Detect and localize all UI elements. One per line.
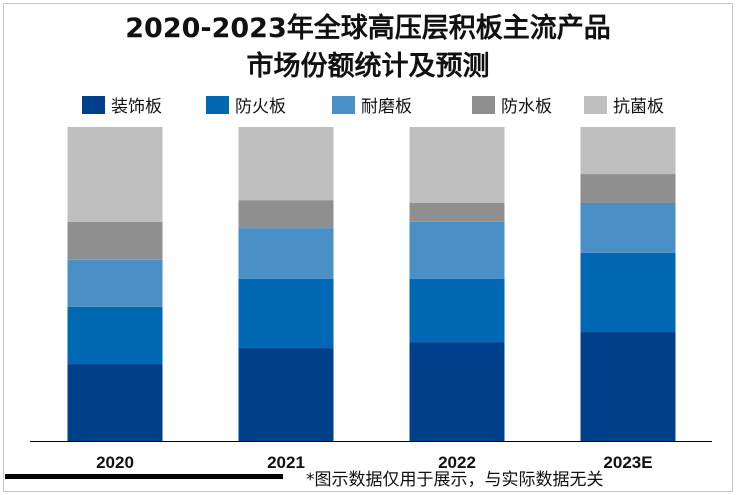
legend-swatch <box>584 95 607 114</box>
legend-item: 抗菌板 <box>584 92 664 117</box>
legend-label: 装饰板 <box>111 97 162 117</box>
chart-title-line-2: 市场份额统计及预测 <box>246 51 490 82</box>
x-tick-label: 2022 <box>438 453 476 472</box>
legend: 装饰板 防火板 耐磨板 防水板 抗菌板 <box>0 92 736 117</box>
legend-swatch <box>472 95 495 114</box>
bar-segment-2023E-抗菌板 <box>580 127 676 175</box>
bar-segment-2022-耐磨板 <box>409 221 505 279</box>
legend-label: 防水板 <box>501 97 552 117</box>
bar-segment-2020-耐磨板 <box>67 259 163 307</box>
chart-title: 2020-2023年全球高压层积板主流产品 市场份额统计及预测 <box>0 10 736 86</box>
bar-segment-2021-装饰板 <box>238 348 334 441</box>
bar-segment-2022-防水板 <box>409 202 505 222</box>
bar-segment-2022-抗菌板 <box>409 127 505 203</box>
footnote-rule <box>5 474 283 479</box>
x-tick-label: 2021 <box>267 453 305 472</box>
bar-segment-2023E-装饰板 <box>580 332 676 441</box>
legend-swatch <box>82 95 105 114</box>
bar-segment-2021-防火板 <box>238 278 334 349</box>
legend-item: 防火板 <box>206 92 286 117</box>
bar-segment-2021-防水板 <box>238 200 334 229</box>
chart-frame <box>3 3 733 492</box>
legend-item: 防水板 <box>472 92 552 117</box>
bar-segment-2020-抗菌板 <box>67 127 163 222</box>
legend-label: 耐磨板 <box>361 97 412 117</box>
legend-item: 耐磨板 <box>332 92 412 117</box>
bar-segment-2023E-防水板 <box>580 174 676 203</box>
x-tick-label: 2023E <box>603 453 652 472</box>
bar-segment-2020-装饰板 <box>67 364 163 441</box>
bar-segment-2020-防火板 <box>67 306 163 365</box>
chart-title-line-1: 2020-2023年全球高压层积板主流产品 <box>125 13 611 44</box>
legend-label: 防火板 <box>235 97 286 117</box>
legend-label: 抗菌板 <box>613 97 664 117</box>
legend-swatch <box>206 95 229 114</box>
bar-segment-2021-耐磨板 <box>238 228 334 279</box>
bar-segment-2023E-耐磨板 <box>580 202 676 253</box>
bar-segment-2020-防水板 <box>67 221 163 260</box>
bar-segment-2022-装饰板 <box>409 342 505 441</box>
legend-item: 装饰板 <box>82 92 162 117</box>
footnote: *图示数据仅用于展示，与实际数据无关 <box>306 470 604 490</box>
x-tick-label: 2020 <box>96 453 134 472</box>
legend-swatch <box>332 95 355 114</box>
bar-segment-2021-抗菌板 <box>238 127 334 201</box>
bar-segment-2023E-防火板 <box>580 252 676 333</box>
bar-segment-2022-防火板 <box>409 278 505 343</box>
